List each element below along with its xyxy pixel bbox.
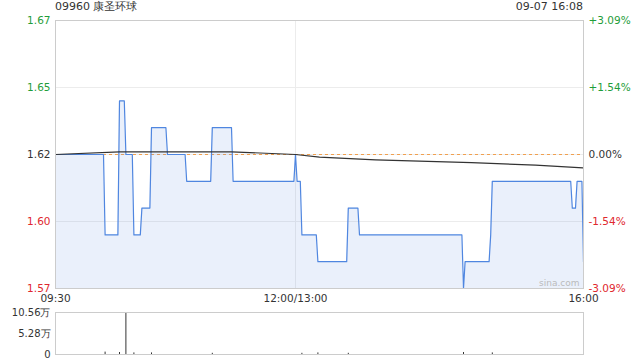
svg-text:sina.com: sina.com — [539, 278, 580, 288]
svg-text:1.65: 1.65 — [27, 81, 50, 93]
svg-text:10.56万: 10.56万 — [12, 307, 51, 318]
svg-text:-3.09%: -3.09% — [589, 282, 626, 294]
svg-text:5.28万: 5.28万 — [18, 328, 50, 339]
svg-text:-1.54%: -1.54% — [589, 215, 626, 227]
svg-text:09:30: 09:30 — [40, 292, 70, 304]
svg-text:1.67: 1.67 — [27, 14, 50, 26]
html-text:09960 康圣环球: 09960 康圣环球 — [55, 0, 138, 13]
html-text:09-07 16:08: 09-07 16:08 — [515, 0, 583, 13]
svg-text:+3.09%: +3.09% — [589, 14, 631, 26]
svg-text:1.57: 1.57 — [27, 281, 51, 294]
svg-text:0: 0 — [44, 349, 50, 360]
svg-text:1.62: 1.62 — [27, 148, 50, 160]
svg-text:12:00/13:00: 12:00/13:00 — [263, 292, 327, 304]
svg-text:+1.54%: +1.54% — [589, 81, 631, 93]
svg-text:16:00: 16:00 — [568, 292, 598, 304]
svg-text:1.60: 1.60 — [27, 215, 50, 227]
svg-text:0.00%: 0.00% — [589, 148, 622, 160]
